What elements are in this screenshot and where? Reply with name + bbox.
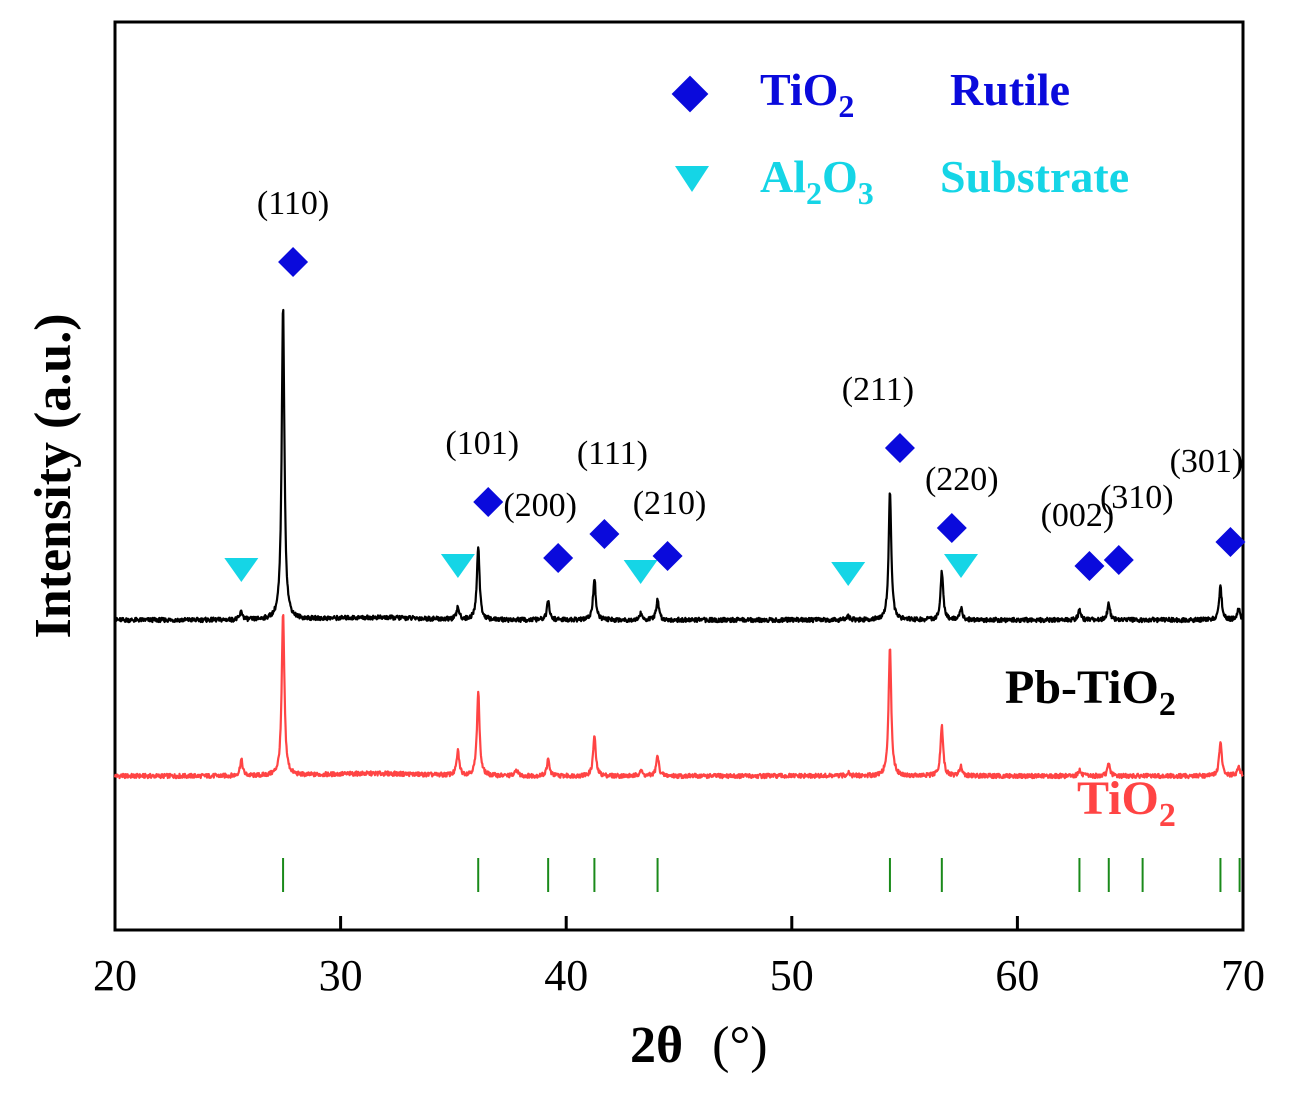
rutile-marker-3 xyxy=(589,519,620,549)
hkl-label-0: (110) xyxy=(257,185,329,222)
hkl-label-4: (210) xyxy=(633,485,707,522)
legend-rutile-formula-sub: 2 xyxy=(838,88,854,124)
rutile-marker-6 xyxy=(936,513,967,543)
legend: TiO2 Rutile Al2O3 Substrate xyxy=(671,64,1129,211)
legend-substrate-label: Substrate xyxy=(940,151,1129,202)
y-axis-title: Intensity (a.u.) xyxy=(25,313,82,638)
rutile-marker-1 xyxy=(473,487,504,517)
rutile-marker-8 xyxy=(1103,545,1134,575)
x-axis-title-unit: (°) xyxy=(712,1017,767,1074)
rutile-marker-5 xyxy=(884,433,915,463)
hkl-label-1: (101) xyxy=(445,425,519,462)
substrate-marker-1 xyxy=(440,554,475,578)
hkl-label-5: (211) xyxy=(842,371,914,408)
x-tick-label-30: 30 xyxy=(319,951,363,1000)
substrate-markers xyxy=(224,554,978,586)
x-axis-title-main: 2θ xyxy=(630,1017,683,1074)
rutile-marker-9 xyxy=(1215,527,1246,557)
rutile-marker-0 xyxy=(278,247,309,277)
series-label-tio2: TiO2 xyxy=(1077,772,1176,834)
x-tick-label-40: 40 xyxy=(544,951,588,1000)
hkl-label-7: (002) xyxy=(1041,497,1115,534)
x-axis-ticks: 20 30 40 50 60 70 xyxy=(93,916,1265,1000)
substrate-marker-4 xyxy=(944,554,978,578)
legend-rutile-symbol xyxy=(671,75,709,113)
legend-rutile-formula-main: TiO xyxy=(760,64,838,115)
legend-rutile-formula: TiO2 xyxy=(760,64,854,124)
hkl-label-2: (200) xyxy=(503,487,577,524)
x-tick-label-50: 50 xyxy=(770,951,814,1000)
legend-rutile-label: Rutile xyxy=(950,64,1070,115)
legend-substrate-formula-o: O xyxy=(822,151,858,202)
hkl-label-8: (310) xyxy=(1100,479,1174,516)
series-label-tio2-sub: 2 xyxy=(1159,797,1176,834)
x-tick-label-20: 20 xyxy=(93,951,137,1000)
x-tick-label-60: 60 xyxy=(995,951,1039,1000)
series-label-pb-sub: 2 xyxy=(1159,686,1176,723)
series-line-tio2 xyxy=(113,613,1244,780)
rutile-marker-2 xyxy=(543,543,574,573)
x-axis-title: 2θ (°) xyxy=(630,1017,768,1074)
legend-substrate-formula-al: Al xyxy=(760,151,806,202)
series-label-tio2-main: TiO xyxy=(1077,772,1159,825)
rutile-marker-7 xyxy=(1074,551,1105,581)
legend-substrate-formula-sub1: 2 xyxy=(806,175,822,211)
substrate-marker-0 xyxy=(224,558,259,582)
substrate-marker-3 xyxy=(831,562,866,586)
hkl-label-9: (301) xyxy=(1170,443,1244,480)
x-tick-label-70: 70 xyxy=(1221,951,1265,1000)
plot-frame xyxy=(113,20,1245,932)
series-line-pb-tio2 xyxy=(114,308,1245,624)
legend-substrate-symbol xyxy=(675,166,709,192)
series-label-pb-main: Pb-TiO xyxy=(1005,661,1159,714)
hkl-label-6: (220) xyxy=(925,461,999,498)
legend-substrate-formula: Al2O3 xyxy=(760,151,874,211)
series-label-pb-tio2: Pb-TiO2 xyxy=(1005,661,1176,723)
legend-substrate-formula-sub2: 3 xyxy=(858,175,874,211)
series-layer xyxy=(113,308,1245,780)
hkl-label-3: (111) xyxy=(577,435,648,472)
rutile-marker-4 xyxy=(652,541,683,571)
substrate-marker-2 xyxy=(623,560,658,584)
rutile-markers: (110) (101) (200)(111) (210) (211) (220) (002)… xyxy=(257,185,1246,581)
reference-ticks xyxy=(282,858,1241,892)
